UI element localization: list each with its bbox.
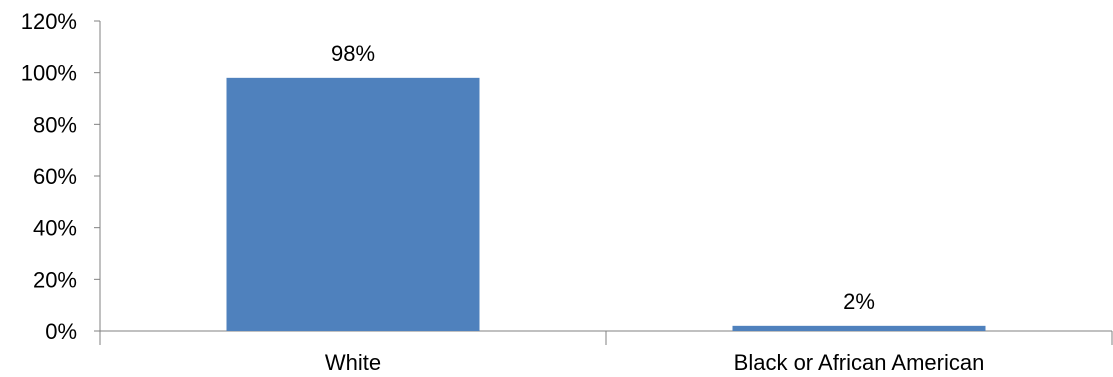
y-tick-label: 20% bbox=[33, 267, 77, 292]
x-category-label: White bbox=[325, 350, 381, 375]
y-tick-label: 100% bbox=[21, 61, 77, 86]
x-category-label: Black or African American bbox=[734, 350, 985, 375]
y-axis: 0% 20% 40% 60% 80% 100% 120% bbox=[21, 9, 101, 344]
y-tick-label: 120% bbox=[21, 9, 77, 34]
y-tick-label: 60% bbox=[33, 164, 77, 189]
x-axis: White Black or African American bbox=[99, 330, 1113, 375]
data-labels: 98% 2% bbox=[331, 41, 875, 314]
bar-black-or-african-american bbox=[732, 325, 986, 331]
data-label: 98% bbox=[331, 41, 375, 66]
y-tick-label: 80% bbox=[33, 112, 77, 137]
data-label: 2% bbox=[843, 289, 875, 314]
bar-white bbox=[226, 77, 480, 331]
y-tick-label: 40% bbox=[33, 216, 77, 241]
y-tick-label: 0% bbox=[45, 319, 77, 344]
bars bbox=[226, 77, 986, 331]
